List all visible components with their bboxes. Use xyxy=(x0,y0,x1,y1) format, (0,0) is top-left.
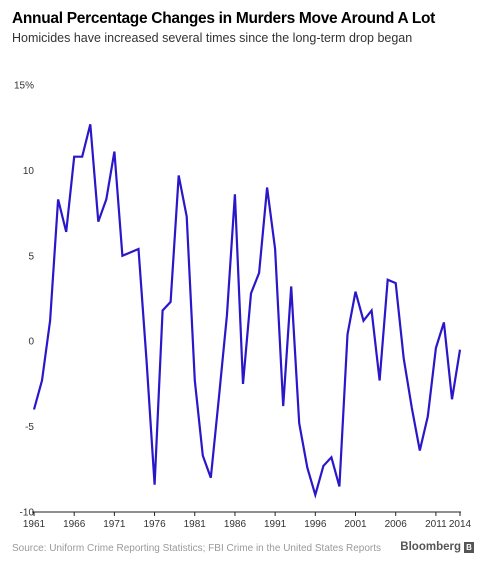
chart-subtitle: Homicides have increased several times s… xyxy=(12,31,413,45)
brand-logo: Bloomberg B xyxy=(400,541,474,553)
x-tick-label: 1986 xyxy=(224,519,247,530)
x-tick-label: 1961 xyxy=(23,519,46,530)
y-tick-label: 15% xyxy=(14,81,34,92)
x-tick-label: 1966 xyxy=(63,519,86,530)
y-tick-label: 5 xyxy=(28,251,34,262)
y-tick-label: -10 xyxy=(20,508,35,519)
y-tick-label: 10 xyxy=(23,166,35,177)
x-axis-ticks: 1961 1966 1971 1976 1981 1986 1991 1996 2001 2006… xyxy=(23,512,472,530)
x-tick-label: 1996 xyxy=(304,519,327,530)
y-tick-label: 0 xyxy=(28,337,34,348)
chart-title: Annual Percentage Changes in Murders Mov… xyxy=(12,10,436,27)
y-tick-label: -5 xyxy=(25,422,34,433)
brand-mark-icon: B xyxy=(464,541,474,553)
series-line xyxy=(32,124,462,499)
x-tick-label: 2014 xyxy=(449,519,472,530)
x-tick-label: 1976 xyxy=(143,519,166,530)
x-tick-label: 2011 xyxy=(425,519,447,530)
brand-name: Bloomberg xyxy=(400,541,461,553)
x-tick-label: 1971 xyxy=(103,519,126,530)
x-tick-label: 2006 xyxy=(385,519,408,530)
y-axis-ticks: -10 -5 0 5 10 15% xyxy=(14,81,34,519)
x-tick-label: 2001 xyxy=(344,519,367,530)
source-note: Source: Uniform Crime Reporting Statisti… xyxy=(12,543,382,554)
x-tick-label: 1991 xyxy=(264,519,287,530)
x-tick-label: 1981 xyxy=(184,519,207,530)
line-chart: -10 -5 0 5 10 15% 1961 1966 1971 1976 1981 1986 199… xyxy=(14,81,472,531)
